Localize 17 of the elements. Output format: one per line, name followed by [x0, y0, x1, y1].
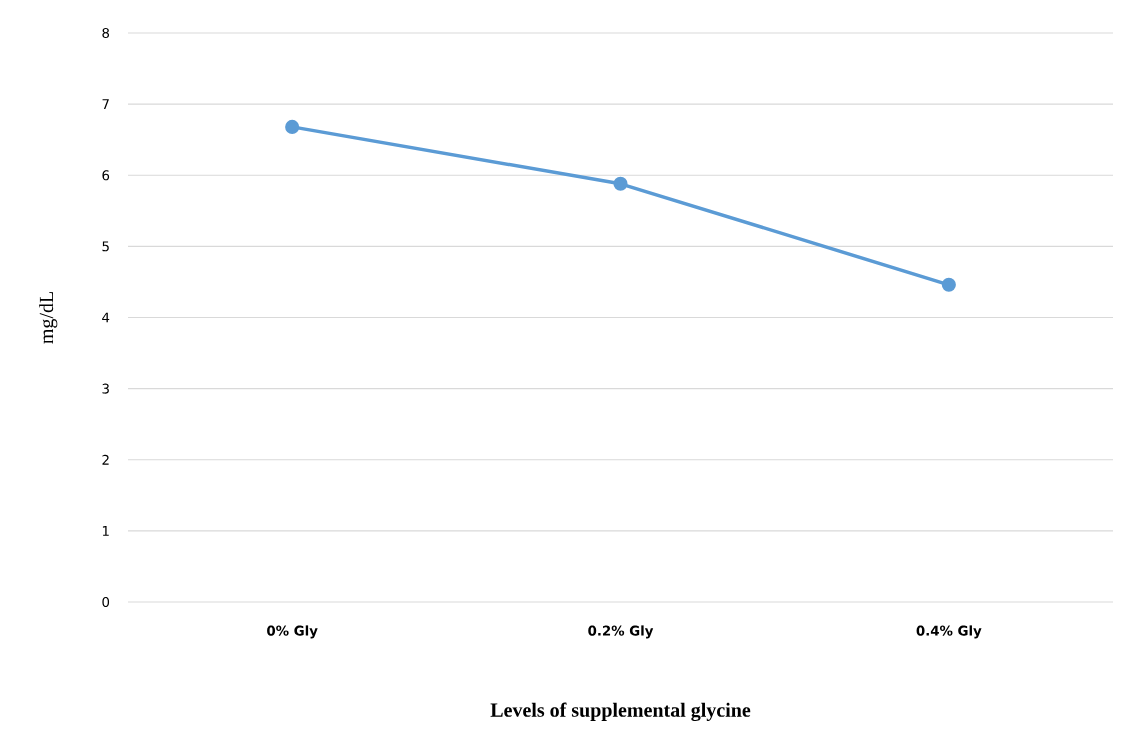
point: [285, 119, 300, 134]
x-tick-label: 0% Gly: [267, 625, 318, 639]
y-tick-label: 1: [102, 526, 109, 536]
y-tick-label: 3: [102, 383, 109, 394]
y-tick-label: 6: [102, 170, 110, 181]
y-tick-label: 5: [102, 241, 109, 252]
y-tick-label: 8: [102, 27, 110, 39]
y-axis-title: mg/dL: [39, 292, 58, 344]
x-axis-title: Levels of supplemental glycine: [490, 702, 751, 722]
x-tick-label: 0.2% Gly: [588, 625, 654, 639]
x-tick-label: 0.4% Gly: [916, 625, 982, 639]
y-tick-label: 4: [102, 312, 110, 323]
point: [941, 277, 956, 292]
point: [613, 176, 628, 191]
y-tick-label: 2: [102, 454, 109, 465]
y-tick-label: 0: [102, 596, 110, 608]
y-tick-label: 7: [102, 99, 109, 109]
